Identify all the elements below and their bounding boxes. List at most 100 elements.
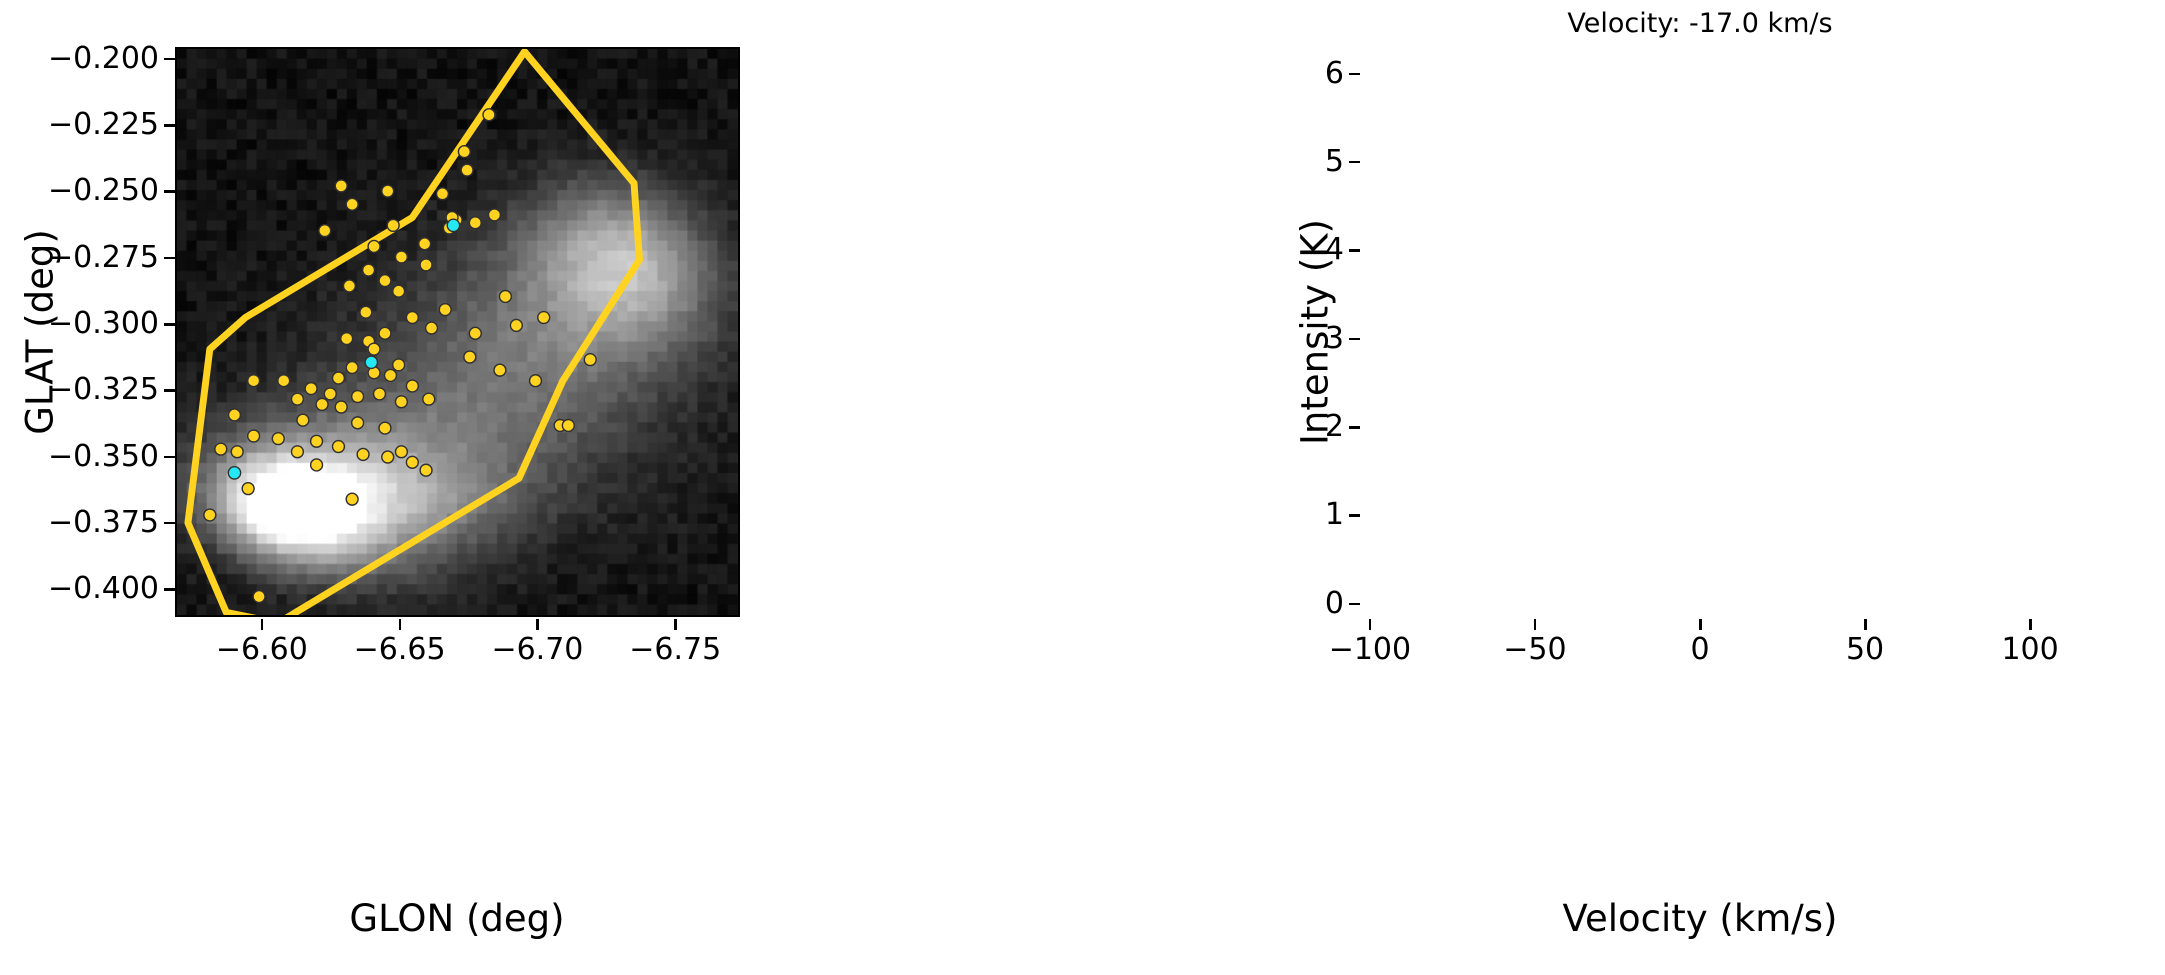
spectrum-ytick-label: 0 xyxy=(1324,585,1344,621)
source-scatter-group xyxy=(203,108,597,604)
source-point xyxy=(419,258,433,272)
source-point xyxy=(457,145,471,159)
source-point xyxy=(315,397,329,412)
spectrum-ytick-mark xyxy=(1349,514,1360,517)
source-point xyxy=(528,374,543,388)
source-point xyxy=(290,445,305,459)
cluster-boundary-polygon xyxy=(184,49,643,615)
source-point xyxy=(405,379,419,393)
source-point xyxy=(323,387,337,401)
source-point xyxy=(246,429,261,443)
source-point xyxy=(296,413,310,427)
spectrum-ytick-mark xyxy=(1349,337,1360,341)
spectrum-xtick-mark xyxy=(1533,619,1537,630)
map-xtick-mark xyxy=(260,619,264,630)
source-point xyxy=(340,331,354,346)
source-point xyxy=(405,310,419,325)
source-point xyxy=(424,321,439,335)
highlighted-source-point xyxy=(227,465,242,480)
glon-glat-map-panel: −0.200 −0.225 −0.250 −0.275 −0.300 −0.325 −0.3… xyxy=(0,0,1070,975)
map-xtick-label: −6.75 xyxy=(629,632,722,667)
spectrum-xtick-label: −100 xyxy=(1328,632,1412,667)
source-point xyxy=(498,289,513,304)
map-ytick-label: −0.325 xyxy=(47,372,159,408)
source-point xyxy=(345,492,359,506)
map-ytick-label: −0.250 xyxy=(47,173,159,209)
spectrum-ytick-mark xyxy=(1349,160,1360,164)
map-ytick-mark xyxy=(164,389,175,392)
source-point xyxy=(367,342,381,356)
source-point xyxy=(367,239,381,254)
source-point xyxy=(345,197,359,211)
source-point xyxy=(383,368,398,383)
spectrum-ytick-label: 6 xyxy=(1324,55,1344,91)
source-point xyxy=(394,445,409,459)
spectrum-xtick-mark xyxy=(2029,619,2032,630)
spectrum-title: Velocity: -17.0 km/s xyxy=(1567,8,1833,39)
source-point xyxy=(418,237,432,251)
source-point xyxy=(378,421,392,435)
velocity-spectrum-panel: Velocity: -17.0 km/s 0 1 2 3 4 5 6 −100 −50 0 50 1… xyxy=(1070,0,2165,975)
map-ytick-mark xyxy=(164,521,175,525)
map-xtick-mark xyxy=(398,619,402,630)
source-point xyxy=(378,326,392,340)
source-point xyxy=(460,163,474,177)
source-point xyxy=(227,408,242,422)
map-ytick-label: −0.300 xyxy=(47,306,159,342)
spectrum-ytick-mark xyxy=(1349,249,1360,252)
map-ytick-label: −0.200 xyxy=(47,40,159,76)
source-point xyxy=(372,387,387,401)
map-xtick-label: −6.65 xyxy=(353,632,446,667)
source-point xyxy=(214,442,228,456)
source-point xyxy=(392,284,406,298)
source-point xyxy=(241,481,255,496)
source-point xyxy=(381,450,395,464)
map-ytick-mark xyxy=(164,323,175,326)
source-point xyxy=(435,187,450,201)
source-point xyxy=(583,352,597,367)
map-x-axis-title: GLON (deg) xyxy=(349,897,565,940)
spectrum-xtick-label: 100 xyxy=(2001,632,2059,667)
source-point xyxy=(309,434,324,448)
source-point xyxy=(419,463,433,477)
source-point xyxy=(271,431,285,446)
source-point xyxy=(378,274,392,288)
spectrum-xtick-mark xyxy=(1699,619,1702,630)
spectrum-y-axis-title: Intensity (K) xyxy=(1293,219,1337,445)
spectrum-x-axis-title: Velocity (km/s) xyxy=(1562,897,1838,940)
spectrum-ytick-mark xyxy=(1349,72,1360,75)
source-point xyxy=(468,216,482,230)
source-point xyxy=(334,400,348,414)
source-point xyxy=(318,223,332,238)
source-point xyxy=(230,445,244,459)
source-point xyxy=(386,218,400,233)
source-point xyxy=(482,108,496,122)
map-y-axis-title: GLAT (deg) xyxy=(18,229,62,435)
spectrum-ytick-label: 3 xyxy=(1324,320,1344,356)
highlighted-source-point xyxy=(364,355,379,370)
map-ytick-label: −0.400 xyxy=(47,571,159,607)
highlighted-source-point xyxy=(446,218,461,233)
map-ytick-label: −0.225 xyxy=(47,107,159,143)
spectrum-ytick-mark xyxy=(1349,602,1360,606)
spectrum-ytick-mark xyxy=(1349,426,1360,429)
source-point xyxy=(350,389,365,404)
spectrum-xtick-mark xyxy=(1864,619,1867,630)
source-point xyxy=(487,208,502,222)
map-ytick-label: −0.375 xyxy=(47,504,159,540)
source-point xyxy=(493,363,507,377)
source-point xyxy=(422,392,436,406)
map-ytick-label: −0.350 xyxy=(47,438,159,474)
source-point xyxy=(345,360,359,375)
map-ytick-mark xyxy=(164,190,175,193)
source-point xyxy=(290,392,305,406)
source-point xyxy=(359,305,373,319)
map-xtick-label: −6.60 xyxy=(215,632,308,667)
source-point xyxy=(350,416,365,430)
source-point xyxy=(331,439,346,454)
map-ytick-mark xyxy=(164,124,175,127)
source-point xyxy=(394,250,409,264)
spectrum-xtick-label: −50 xyxy=(1503,632,1567,667)
map-ytick-mark xyxy=(164,57,175,61)
